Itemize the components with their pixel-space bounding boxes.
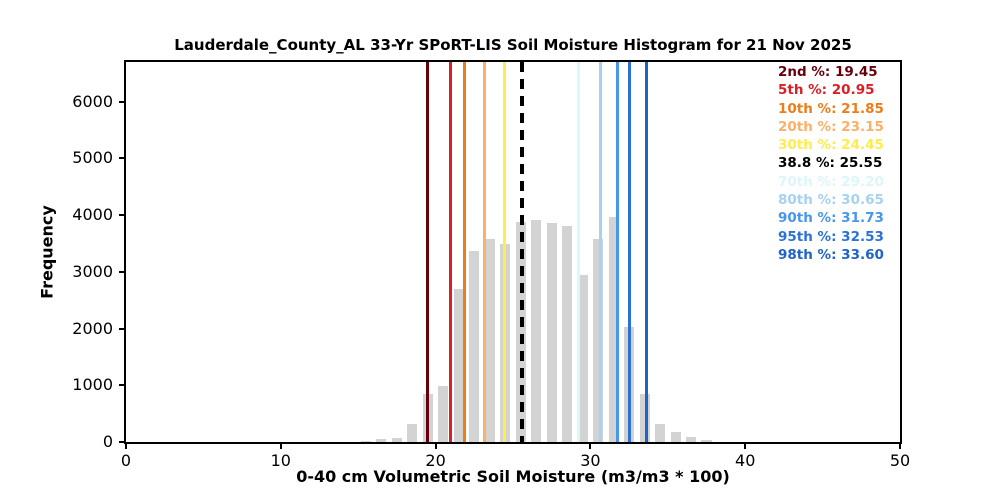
histogram-bar xyxy=(376,439,387,442)
histogram-bar xyxy=(531,220,542,442)
legend-entry: 10th %: 21.85 xyxy=(778,100,884,117)
x-tick-label: 10 xyxy=(270,451,291,470)
percentile-line-98th xyxy=(644,62,648,442)
histogram-bar xyxy=(608,216,619,442)
y-tick xyxy=(119,441,124,443)
percentile-line-2nd xyxy=(425,62,429,442)
y-tick xyxy=(119,214,124,217)
y-tick xyxy=(119,270,124,273)
plot-inner xyxy=(126,62,900,442)
legend-entry: 95th %: 32.53 xyxy=(778,228,884,245)
y-tick-label: 2000 xyxy=(72,318,113,338)
x-tick-label: 20 xyxy=(425,451,446,470)
percentile-line-30th xyxy=(502,62,506,442)
histogram-bar xyxy=(391,438,402,442)
legend-entry: 5th %: 20.95 xyxy=(778,82,875,99)
histogram-bar xyxy=(407,423,418,442)
legend-entry: 80th %: 30.65 xyxy=(778,192,884,209)
y-tick-label: 4000 xyxy=(72,205,113,225)
legend-entry: 70th %: 29.20 xyxy=(778,173,884,190)
x-tick-label: 0 xyxy=(120,451,132,470)
y-tick-label: 1000 xyxy=(72,375,113,395)
histogram-bar xyxy=(484,238,495,442)
percentile-line-80th xyxy=(598,62,602,442)
y-tick xyxy=(119,100,124,103)
y-tick-label: 6000 xyxy=(72,91,113,111)
x-tick xyxy=(125,444,127,449)
legend-entry: 98th %: 33.60 xyxy=(778,246,884,263)
x-axis-label: 0-40 cm Volumetric Soil Moisture (m3/m3 … xyxy=(296,467,730,486)
y-tick-label: 0 xyxy=(102,432,113,451)
legend-entry: 20th %: 23.15 xyxy=(778,118,884,135)
plot-area xyxy=(124,60,902,444)
legend-entry: 2nd %: 19.45 xyxy=(778,64,878,80)
legend-entry: 30th %: 24.45 xyxy=(778,137,884,154)
legend-entry: 38.8 %: 25.55 xyxy=(778,155,883,172)
percentile-line-90th xyxy=(615,62,619,442)
percentile-line-70th xyxy=(576,62,580,442)
histogram-bar xyxy=(438,385,449,442)
percentile-line-38.8 xyxy=(519,62,524,442)
y-tick-label: 5000 xyxy=(72,148,113,168)
x-tick-label: 30 xyxy=(580,451,601,470)
histogram-bar xyxy=(562,225,573,442)
x-tick xyxy=(899,444,901,449)
histogram-bar xyxy=(701,440,712,442)
x-tick xyxy=(434,444,437,449)
x-tick-label: 40 xyxy=(735,451,756,470)
y-tick xyxy=(119,157,124,160)
y-tick-label: 3000 xyxy=(72,261,113,281)
chart-title: Lauderdale_County_AL 33-Yr SPoRT-LIS Soi… xyxy=(174,36,852,54)
percentile-line-10th xyxy=(462,62,466,442)
legend-entry: 90th %: 31.73 xyxy=(778,210,884,227)
x-tick xyxy=(589,444,592,449)
histogram-bar xyxy=(655,423,666,442)
histogram-bar xyxy=(577,274,588,442)
percentile-line-95th xyxy=(628,62,632,442)
y-tick xyxy=(119,384,124,387)
x-tick xyxy=(279,444,282,449)
histogram-bar xyxy=(670,432,681,442)
histogram-bar xyxy=(546,223,557,442)
x-tick xyxy=(744,444,747,449)
histogram-bar xyxy=(593,238,604,442)
percentile-line-20th xyxy=(482,62,486,442)
percentile-line-5th xyxy=(448,62,452,442)
y-tick xyxy=(119,327,124,330)
histogram-bar xyxy=(639,394,650,442)
x-tick-label: 50 xyxy=(889,451,911,470)
histogram-bar xyxy=(685,436,697,442)
histogram-bar xyxy=(360,440,371,442)
histogram-bar xyxy=(453,288,464,442)
histogram-bar xyxy=(469,250,480,442)
legend: 2nd %: 19.45 5th %: 20.95 10th %: 21.85 20t… xyxy=(778,63,884,264)
